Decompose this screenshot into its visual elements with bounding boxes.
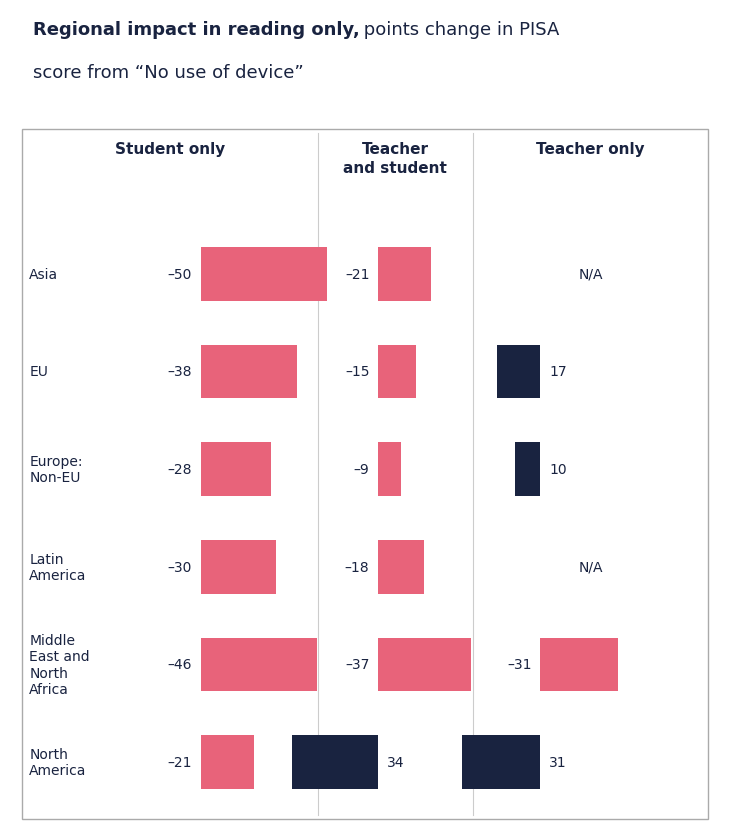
Bar <box>540 638 618 691</box>
Text: –38: –38 <box>167 365 192 379</box>
Text: Teacher only: Teacher only <box>537 142 645 157</box>
Text: North
America: North America <box>29 747 87 777</box>
Text: –28: –28 <box>167 462 192 477</box>
Text: –9: –9 <box>353 462 369 477</box>
Bar <box>378 247 431 301</box>
Text: points change in PISA: points change in PISA <box>358 21 559 39</box>
Bar <box>497 345 540 399</box>
Text: –37: –37 <box>345 658 369 671</box>
Bar <box>201 736 254 789</box>
Text: –21: –21 <box>167 755 192 769</box>
Bar <box>378 540 423 594</box>
Text: –18: –18 <box>345 560 369 574</box>
Text: Europe:
Non-EU: Europe: Non-EU <box>29 455 82 485</box>
Text: N/A: N/A <box>578 560 603 574</box>
Bar <box>378 443 401 497</box>
Text: –15: –15 <box>345 365 369 379</box>
Text: –21: –21 <box>345 268 369 282</box>
Text: Student only: Student only <box>115 142 225 157</box>
Text: N/A: N/A <box>578 268 603 282</box>
Text: –30: –30 <box>168 560 192 574</box>
Text: –46: –46 <box>167 658 192 671</box>
Text: score from “No use of device”: score from “No use of device” <box>33 64 304 83</box>
Bar <box>201 247 327 301</box>
Bar <box>378 638 472 691</box>
Bar <box>201 638 317 691</box>
Text: Teacher
and student: Teacher and student <box>343 142 447 176</box>
Text: 31: 31 <box>549 755 566 769</box>
FancyBboxPatch shape <box>22 130 708 819</box>
Text: 17: 17 <box>549 365 566 379</box>
Text: Regional impact in reading only,: Regional impact in reading only, <box>33 21 360 39</box>
Bar <box>201 345 296 399</box>
Text: EU: EU <box>29 365 48 379</box>
Text: Latin
America: Latin America <box>29 552 87 582</box>
Bar <box>515 443 540 497</box>
Text: 34: 34 <box>387 755 404 769</box>
Text: Asia: Asia <box>29 268 58 282</box>
Text: –31: –31 <box>507 658 531 671</box>
Text: 10: 10 <box>549 462 566 477</box>
Text: Middle
East and
North
Africa: Middle East and North Africa <box>29 634 90 696</box>
Bar <box>201 540 277 594</box>
Bar <box>378 345 416 399</box>
Bar <box>462 736 540 789</box>
Bar <box>201 443 272 497</box>
Text: –50: –50 <box>168 268 192 282</box>
Bar <box>293 736 378 789</box>
